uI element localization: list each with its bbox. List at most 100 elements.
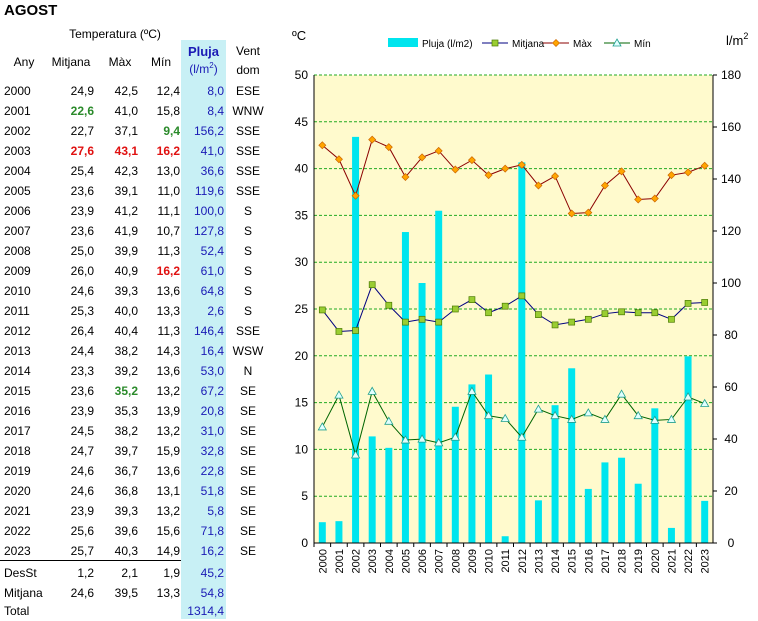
point-mitjana [402, 318, 409, 326]
cell-mitjana: 24,6 [70, 284, 94, 298]
cell-vent: WSW [232, 344, 264, 358]
y-tick-right: 180 [721, 68, 741, 82]
point-max [634, 195, 643, 204]
point-mitjana [468, 296, 476, 303]
x-tick-label: 2016 [583, 549, 595, 573]
table-row: 2020 24,6 36,8 13,1 51,8 SE [0, 481, 270, 501]
cell-mitjana: 23,6 [70, 384, 94, 398]
header-pluja-unit: (l/m2) [189, 61, 218, 76]
bar-pluja [335, 521, 343, 543]
cell-vent: SE [239, 404, 256, 418]
cell-min: 15,8 [156, 104, 180, 118]
y-tick-left: 45 [295, 115, 309, 129]
point-max [517, 160, 526, 169]
table-row: 2023 25,7 40,3 14,9 16,2 SE [0, 541, 270, 561]
cell-min: 14,3 [156, 344, 180, 358]
y-tick-left: 30 [295, 255, 309, 269]
cell-year: 2007 [4, 224, 31, 238]
cell-pluja: 67,2 [200, 384, 224, 398]
point-max [667, 171, 676, 180]
cell-max: 38,2 [114, 424, 138, 438]
cell-max: 39,5 [114, 586, 138, 600]
point-mitjana [668, 315, 675, 323]
point-min [666, 414, 677, 423]
cell-pluja: 71,8 [200, 524, 224, 538]
header-max: Màx [108, 55, 132, 69]
cell-year: 2014 [4, 364, 31, 378]
x-tick-label: 2007 [434, 549, 446, 573]
legend-item: Mín [604, 38, 651, 50]
cell-pluja: 22,8 [200, 464, 224, 478]
point-max [401, 173, 410, 182]
cell-pluja: 2,6 [207, 304, 224, 318]
legend-marker [612, 38, 622, 47]
x-tick-label: 2005 [400, 549, 412, 573]
bar-pluja [401, 232, 409, 544]
cell-year: 2015 [4, 384, 31, 398]
cell-vent: WNW [232, 104, 264, 118]
cell-pluja: 20,8 [200, 404, 224, 418]
summary-row-mitjana-row: Mitjana 24,6 39,5 13,3 54,8 [0, 583, 270, 603]
point-mitjana [535, 311, 542, 318]
cell-pluja: 53,0 [200, 364, 224, 378]
bar-pluja [451, 406, 459, 543]
cell-mitjana: 22,6 [70, 104, 94, 118]
legend-marker [491, 39, 499, 47]
table-row: 2017 24,5 38,2 13,2 31,0 SE [0, 421, 270, 441]
point-min [699, 398, 710, 407]
cell-pluja: 61,0 [200, 264, 224, 278]
point-mitjana [651, 309, 659, 317]
y-tick-right: 40 [724, 432, 738, 446]
bar-pluja [501, 536, 509, 543]
summary-row-desst: DesSt 1,2 2,1 1,9 45,2 [0, 563, 270, 583]
cell-min: 13,0 [156, 164, 180, 178]
x-tick-label: 2023 [700, 549, 712, 573]
point-max [684, 168, 693, 177]
point-min [433, 438, 444, 447]
point-max [567, 209, 576, 218]
bar-pluja [634, 483, 642, 543]
point-max [484, 171, 493, 180]
point-max [501, 164, 510, 173]
left-axis-label: ºC [292, 28, 306, 43]
point-min [334, 390, 344, 399]
bar-pluja [518, 162, 526, 544]
table-row: 2010 24,6 39,3 13,6 64,8 S [0, 281, 270, 301]
cell-vent: SE [239, 464, 256, 478]
point-min [517, 432, 527, 441]
cell-mitjana: 24,6 [70, 586, 94, 600]
y-tick-left: 25 [295, 302, 309, 316]
table-row: 2015 23,6 35,2 13,2 67,2 SE [0, 381, 270, 401]
cell-min: 12,4 [156, 84, 180, 98]
point-min [450, 432, 461, 441]
legend-item: Mitjana [482, 39, 545, 50]
table-row: 2009 26,0 40,9 16,2 61,0 S [0, 261, 270, 281]
summary-divider [0, 560, 181, 561]
table-row: 2012 26,4 40,4 11,3 146,4 SSE [0, 321, 270, 341]
bar-pluja [551, 405, 559, 543]
cell-year: 2006 [4, 204, 31, 218]
bar-pluja [534, 500, 542, 543]
y-tick-left: 15 [295, 396, 309, 410]
cell-vent: ESE [235, 84, 260, 98]
legend-label: Mitjana [512, 39, 545, 50]
point-min [467, 386, 477, 395]
bar-pluja [601, 462, 609, 543]
table-row: 2003 27,6 43,1 16,2 41,0 SSE [0, 141, 270, 161]
table-row: 2005 23,6 39,1 11,0 119,6 SSE [0, 181, 270, 201]
table-row: 2006 23,9 41,2 11,1 100,0 S [0, 201, 270, 221]
point-mitjana [551, 321, 559, 329]
point-max [384, 143, 393, 152]
x-tick-label: 2002 [351, 549, 363, 573]
point-max [368, 135, 377, 144]
point-mitjana [352, 327, 359, 334]
bar-pluja [667, 527, 675, 543]
point-mitjana [368, 281, 376, 289]
legend-swatch-pluja [388, 38, 418, 47]
point-max [600, 181, 609, 190]
legend-item: Màx [543, 39, 592, 50]
cell-mitjana: 23,9 [70, 404, 94, 418]
x-tick-label: 2022 [683, 549, 695, 573]
cell-year: 2019 [4, 464, 31, 478]
cell-max: 39,2 [114, 364, 138, 378]
